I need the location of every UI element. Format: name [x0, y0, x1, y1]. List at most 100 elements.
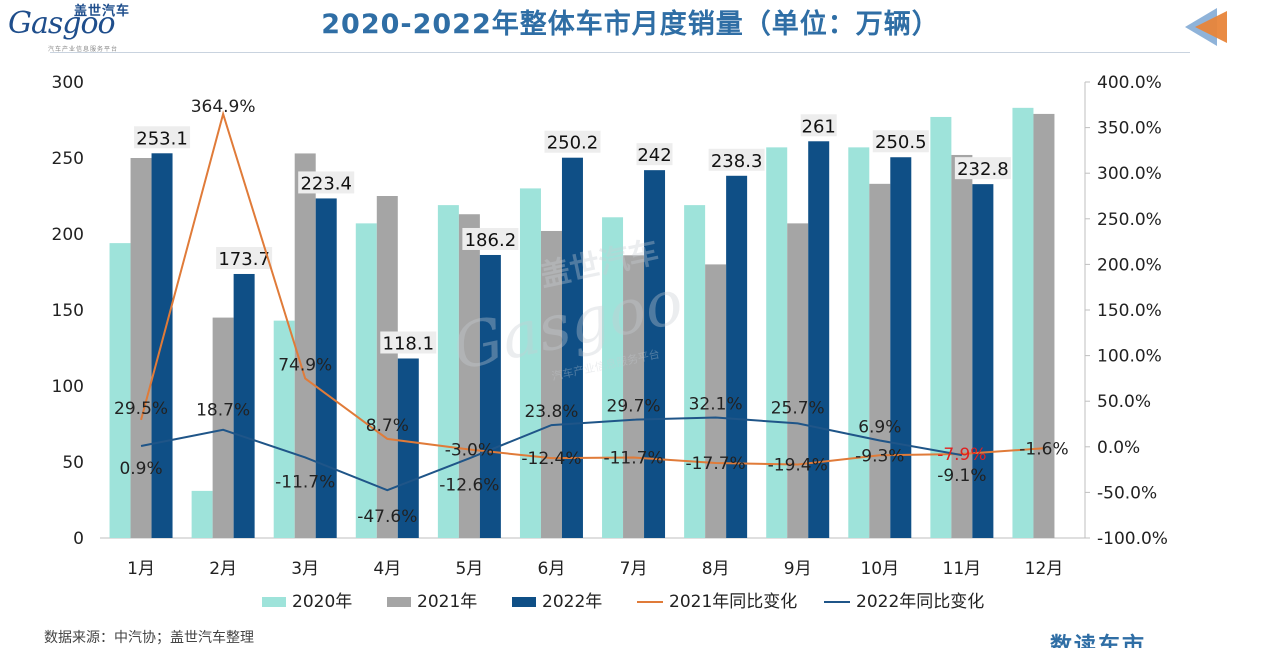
bar-2022年: [808, 141, 830, 538]
chart-title: 2020-2022年整体车市月度销量（单位：万辆）: [321, 9, 940, 40]
left-tick-label: 300: [52, 73, 84, 93]
category-label: 6月: [538, 559, 566, 579]
bar-2021年: [1033, 113, 1055, 539]
bar-2020年: [273, 320, 295, 538]
bar-value-label: 232.8: [957, 159, 1009, 180]
bar-2020年: [848, 147, 870, 539]
line2021-label: -3.0%: [445, 441, 494, 461]
right-tick-label: 400.0%: [1097, 73, 1162, 93]
bar-2022年: [151, 153, 173, 538]
bar-2020年: [930, 116, 952, 539]
line2021-label: 29.5%: [114, 399, 168, 419]
left-tick-label: 250: [52, 149, 84, 169]
logo-cn-text: 盖世汽车: [74, 4, 131, 19]
bar-2020年: [602, 217, 624, 538]
bar-label-bg: [380, 331, 437, 354]
bar-2022年: [972, 184, 994, 539]
bar-2021年: [540, 230, 562, 538]
line-2022年同比变化: [140, 416, 963, 492]
data-source-note: 数据来源：中汽协；盖世汽车整理: [44, 630, 254, 646]
bar-2021年: [951, 154, 973, 538]
legend-swatch: [262, 597, 286, 607]
line2022-label: -9.1%: [937, 466, 986, 486]
corner-arrow-icon: [1185, 8, 1227, 46]
gasgoo-logo: Gasgoo 盖世汽车 汽车产业信息服务平台: [8, 0, 168, 56]
bar-2020年: [684, 205, 706, 538]
line2021-label: -17.7%: [686, 454, 746, 474]
bar-value-label: 242: [637, 145, 671, 166]
bar-2022年: [726, 175, 748, 538]
line2022-label: 23.8%: [524, 402, 578, 422]
line2022-label: 25.7%: [771, 398, 825, 418]
line2022-label: 32.1%: [689, 395, 743, 415]
bar-2020年: [1012, 107, 1034, 538]
bar-label-bg: [462, 227, 519, 250]
bar-label-bg: [954, 157, 1011, 180]
category-label: 12月: [1025, 559, 1064, 579]
category-label: 9月: [784, 559, 812, 579]
line2022-label: 6.9%: [858, 418, 901, 438]
line2022-label: -11.7%: [275, 472, 335, 492]
bar-value-label: 261: [802, 116, 836, 137]
line2021-label: -1.6%: [1019, 439, 1068, 459]
category-label: 8月: [702, 559, 730, 579]
right-tick-label: 250.0%: [1097, 210, 1162, 230]
category-label: 11月: [943, 559, 982, 579]
category-label: 1月: [127, 559, 155, 579]
right-tick-label: 350.0%: [1097, 119, 1162, 139]
category-label: 5月: [455, 559, 483, 579]
bar-label-bg: [800, 114, 837, 137]
category-label: 3月: [291, 559, 319, 579]
line2022-label: 29.7%: [607, 397, 661, 417]
legend-label: 2022年同比变化: [856, 592, 984, 612]
bar-2021年: [705, 264, 727, 538]
category-label: 4月: [373, 559, 401, 579]
right-tick-label: -50.0%: [1097, 483, 1157, 503]
bar-label-bg: [134, 126, 191, 149]
left-tick-label: 50: [62, 453, 84, 473]
bar-value-label: 250.5: [875, 132, 927, 153]
line2021-label: -11.7%: [603, 448, 663, 468]
left-tick-label: 150: [52, 301, 84, 321]
line2021-label: -19.4%: [768, 455, 828, 475]
line2021-label: -7.9%: [937, 445, 986, 465]
bar-2020年: [519, 188, 541, 538]
left-tick-label: 200: [52, 225, 84, 245]
bar-label-bg: [216, 246, 273, 269]
bar-2021年: [294, 153, 316, 538]
bar-2022年: [397, 358, 419, 538]
left-tick-label: 0: [73, 529, 84, 549]
line2022-label: 0.9%: [119, 459, 162, 479]
line-2021年同比变化: [140, 110, 1045, 466]
bar-2021年: [787, 223, 809, 539]
bar-label-bg: [636, 143, 673, 166]
line2021-label: 8.7%: [366, 416, 409, 436]
bar-2022年: [315, 198, 337, 538]
category-label: 10月: [860, 559, 899, 579]
bar-2022年: [561, 157, 583, 539]
legend-label: 2022年: [542, 592, 602, 612]
bar-label-bg: [708, 148, 765, 171]
category-label: 2月: [209, 559, 237, 579]
category-label: 7月: [620, 559, 648, 579]
bar-2022年: [890, 157, 912, 539]
bar-2021年: [623, 255, 645, 538]
bar-2020年: [766, 147, 788, 539]
bar-2020年: [191, 490, 213, 538]
legend-label: 2021年: [417, 592, 477, 612]
logo-sub-text: 汽车产业信息服务平台: [48, 46, 119, 53]
bar-label-bg: [544, 130, 601, 153]
bar-2022年: [644, 170, 666, 538]
line2021-label: -9.3%: [855, 446, 904, 466]
bar-2020年: [437, 205, 459, 538]
bar-label-bg: [872, 130, 929, 153]
legend-label: 2020年: [292, 592, 352, 612]
bar-2021年: [869, 183, 891, 538]
line2022-label: 18.7%: [196, 401, 250, 421]
brand-mark: 数读车市: [1050, 634, 1147, 648]
line2022-label: -12.6%: [439, 475, 499, 495]
right-tick-label: 100.0%: [1097, 347, 1162, 367]
bar-2021年: [212, 317, 234, 538]
bar-2022年: [233, 273, 255, 538]
